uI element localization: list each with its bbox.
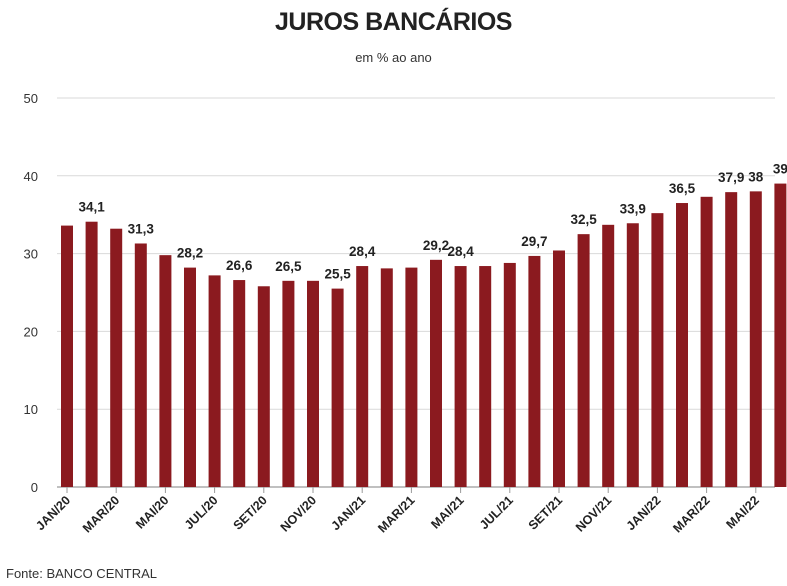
bar [725, 192, 738, 487]
x-axis: JAN/20 MAR/20 MAI/20 JUL/20 SET/20 NOV/20 JAN/… [33, 487, 762, 536]
y-tick-label: 10 [24, 402, 38, 417]
data-label: 36,5 [669, 181, 696, 196]
bar [356, 266, 369, 487]
x-tick-label: MAR/22 [670, 493, 712, 535]
bar [257, 286, 270, 487]
bar [749, 191, 762, 488]
bar [159, 255, 172, 487]
bar [651, 213, 664, 488]
data-label: 26,5 [275, 259, 302, 274]
bar [307, 280, 319, 487]
bar [577, 234, 590, 487]
bar [479, 266, 492, 487]
data-label: 33,9 [620, 201, 646, 216]
x-tick-label: MAI/21 [428, 493, 466, 531]
x-tick-label: MAI/22 [724, 493, 762, 531]
data-label: 37,9 [718, 170, 744, 185]
data-label: 28,2 [177, 246, 203, 261]
bar [134, 243, 147, 487]
source-note: Fonte: BANCO CENTRAL [6, 566, 157, 581]
x-tick-label: JUL/20 [182, 493, 221, 532]
data-label: 38 [748, 169, 764, 184]
bar [282, 280, 295, 487]
y-tick-label: 30 [24, 247, 38, 262]
bar [405, 267, 418, 487]
bar [208, 275, 221, 487]
chart-title: JUROS BANCÁRIOS [275, 8, 512, 36]
bar [528, 255, 541, 487]
data-label: 29,2 [423, 238, 449, 253]
x-tick-label: JAN/20 [33, 493, 73, 533]
bar [233, 280, 246, 487]
x-tick-label: JUL/21 [477, 493, 516, 532]
x-tick-label: MAR/20 [80, 493, 122, 535]
data-label: 34,1 [78, 200, 105, 215]
bar [602, 224, 615, 487]
y-tick-label: 50 [24, 91, 38, 106]
bars [61, 183, 787, 488]
x-tick-label: MAI/20 [133, 493, 171, 531]
bar [61, 225, 73, 488]
bar [626, 223, 639, 487]
x-tick-label: JAN/21 [328, 493, 368, 533]
bar [454, 266, 467, 487]
data-label: 32,5 [570, 212, 597, 227]
bar [331, 288, 344, 487]
y-axis: 0 10 20 30 40 50 [24, 91, 38, 495]
bar [676, 203, 688, 487]
data-label: 39 [773, 162, 787, 177]
bar [503, 262, 516, 487]
y-tick-label: 20 [24, 324, 38, 339]
data-label: 25,5 [324, 267, 351, 282]
y-tick-label: 40 [24, 169, 38, 184]
data-label: 26,6 [226, 258, 253, 273]
bar [110, 228, 123, 488]
data-label: 28,4 [349, 244, 376, 259]
bar [553, 250, 565, 487]
data-label: 28,4 [447, 244, 474, 259]
x-tick-label: NOV/21 [573, 493, 614, 534]
bar [184, 267, 196, 487]
x-tick-label: MAR/21 [375, 493, 417, 535]
x-tick-label: JAN/22 [624, 493, 664, 533]
data-label: 31,3 [128, 221, 155, 236]
bar [700, 196, 713, 487]
y-tick-label: 0 [31, 480, 38, 495]
data-labels: 34,131,328,226,6 26,525,528,4 29,228,429,7… [78, 162, 787, 282]
x-tick-label: NOV/20 [278, 493, 319, 534]
data-label: 29,7 [521, 234, 547, 249]
x-tick-label: SET/20 [231, 493, 270, 532]
bar [380, 268, 393, 487]
bar [85, 221, 98, 487]
bar [774, 183, 787, 487]
x-tick-label: SET/21 [526, 493, 565, 532]
chart-subtitle: em % ao ano [355, 50, 432, 65]
bar [430, 259, 442, 487]
